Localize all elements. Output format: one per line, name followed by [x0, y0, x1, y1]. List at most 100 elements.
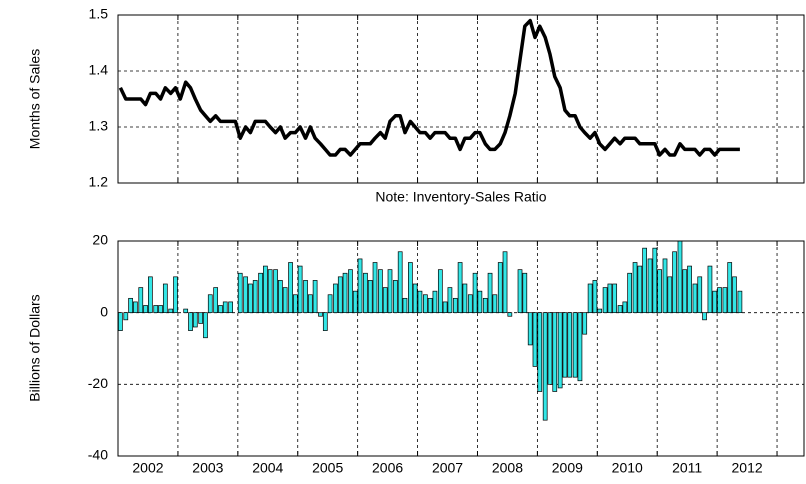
bar	[642, 247, 647, 314]
bar	[312, 280, 318, 314]
bar	[237, 272, 243, 314]
bar	[318, 312, 323, 317]
bar	[517, 269, 523, 314]
bar	[532, 312, 538, 367]
line	[118, 18, 740, 157]
bar	[692, 283, 698, 314]
bar	[123, 312, 129, 321]
bar	[602, 287, 608, 314]
bar	[372, 262, 378, 314]
bar	[303, 280, 308, 314]
bar	[143, 305, 148, 314]
bar	[457, 262, 463, 314]
plot-frame	[117, 240, 805, 457]
bar	[133, 301, 138, 314]
bar	[228, 301, 233, 314]
bar	[198, 312, 204, 324]
bar	[183, 308, 189, 314]
bar	[657, 269, 662, 314]
y-tick-label: 1.4	[89, 62, 109, 78]
bar	[118, 312, 123, 331]
bar	[487, 272, 493, 314]
plot-frame	[117, 14, 805, 184]
y-tick-label: -20	[88, 375, 108, 391]
bar	[342, 272, 348, 314]
y-axis-title: Months of Sales	[27, 49, 43, 149]
bar	[667, 276, 673, 314]
bar	[387, 269, 393, 314]
bar	[697, 276, 703, 314]
bar	[682, 269, 688, 314]
bar	[348, 269, 353, 314]
bar	[243, 276, 248, 314]
bar	[622, 301, 628, 314]
bar	[482, 297, 488, 314]
bar	[297, 265, 303, 314]
x-tick-label: 2002	[132, 460, 163, 476]
bar	[432, 290, 438, 314]
bar	[408, 262, 413, 314]
bar	[417, 290, 423, 314]
bar	[652, 247, 658, 314]
x-tick-label: 2003	[192, 460, 223, 476]
bar	[382, 287, 388, 314]
bar	[378, 269, 383, 314]
bar	[322, 312, 328, 331]
bar	[587, 283, 593, 314]
bar	[557, 312, 563, 389]
bar	[647, 258, 653, 314]
bar	[367, 280, 373, 314]
bar	[572, 312, 578, 378]
bar	[412, 283, 418, 314]
bar	[402, 297, 408, 314]
bar	[393, 280, 398, 314]
bar	[712, 290, 718, 314]
x-tick-label: 2012	[732, 460, 763, 476]
x-tick-label: 2007	[432, 460, 463, 476]
x-tick-label: 2005	[312, 460, 343, 476]
x-tick-label: 2004	[252, 460, 283, 476]
bar	[248, 283, 253, 314]
bar	[307, 294, 313, 314]
y-tick-label: -40	[88, 447, 108, 463]
bar	[467, 294, 473, 314]
y-axis-title: Billions of Dollars	[27, 294, 43, 401]
bar	[337, 276, 343, 314]
bar	[357, 258, 363, 314]
bar	[702, 312, 707, 321]
bar	[502, 251, 508, 314]
bar	[397, 251, 403, 314]
bar	[352, 290, 358, 314]
bar	[507, 312, 513, 317]
bar	[547, 312, 553, 385]
bar	[722, 287, 728, 314]
bar	[218, 305, 223, 314]
bar	[267, 269, 273, 314]
bar	[288, 262, 293, 314]
bar	[662, 258, 668, 314]
bar	[162, 283, 168, 314]
bar	[637, 265, 643, 314]
bar	[537, 312, 543, 392]
x-tick-label: 2009	[552, 460, 583, 476]
bar	[612, 283, 618, 314]
bar	[437, 269, 443, 314]
bar	[278, 280, 283, 314]
bar	[258, 272, 263, 314]
bar	[442, 301, 448, 314]
bar	[213, 287, 219, 314]
bar	[173, 276, 178, 314]
bar	[207, 294, 213, 314]
bar	[333, 283, 338, 314]
bar	[477, 290, 483, 314]
bar	[492, 294, 498, 314]
x-tick-label: 2010	[612, 460, 643, 476]
bar	[527, 312, 533, 346]
note: Note: Inventory-Sales Ratio	[375, 189, 546, 205]
bar	[282, 287, 288, 314]
bar	[158, 305, 163, 314]
bar	[192, 312, 198, 328]
bar	[607, 283, 613, 314]
bar	[168, 308, 174, 314]
y-tick-label: 20	[92, 232, 108, 248]
